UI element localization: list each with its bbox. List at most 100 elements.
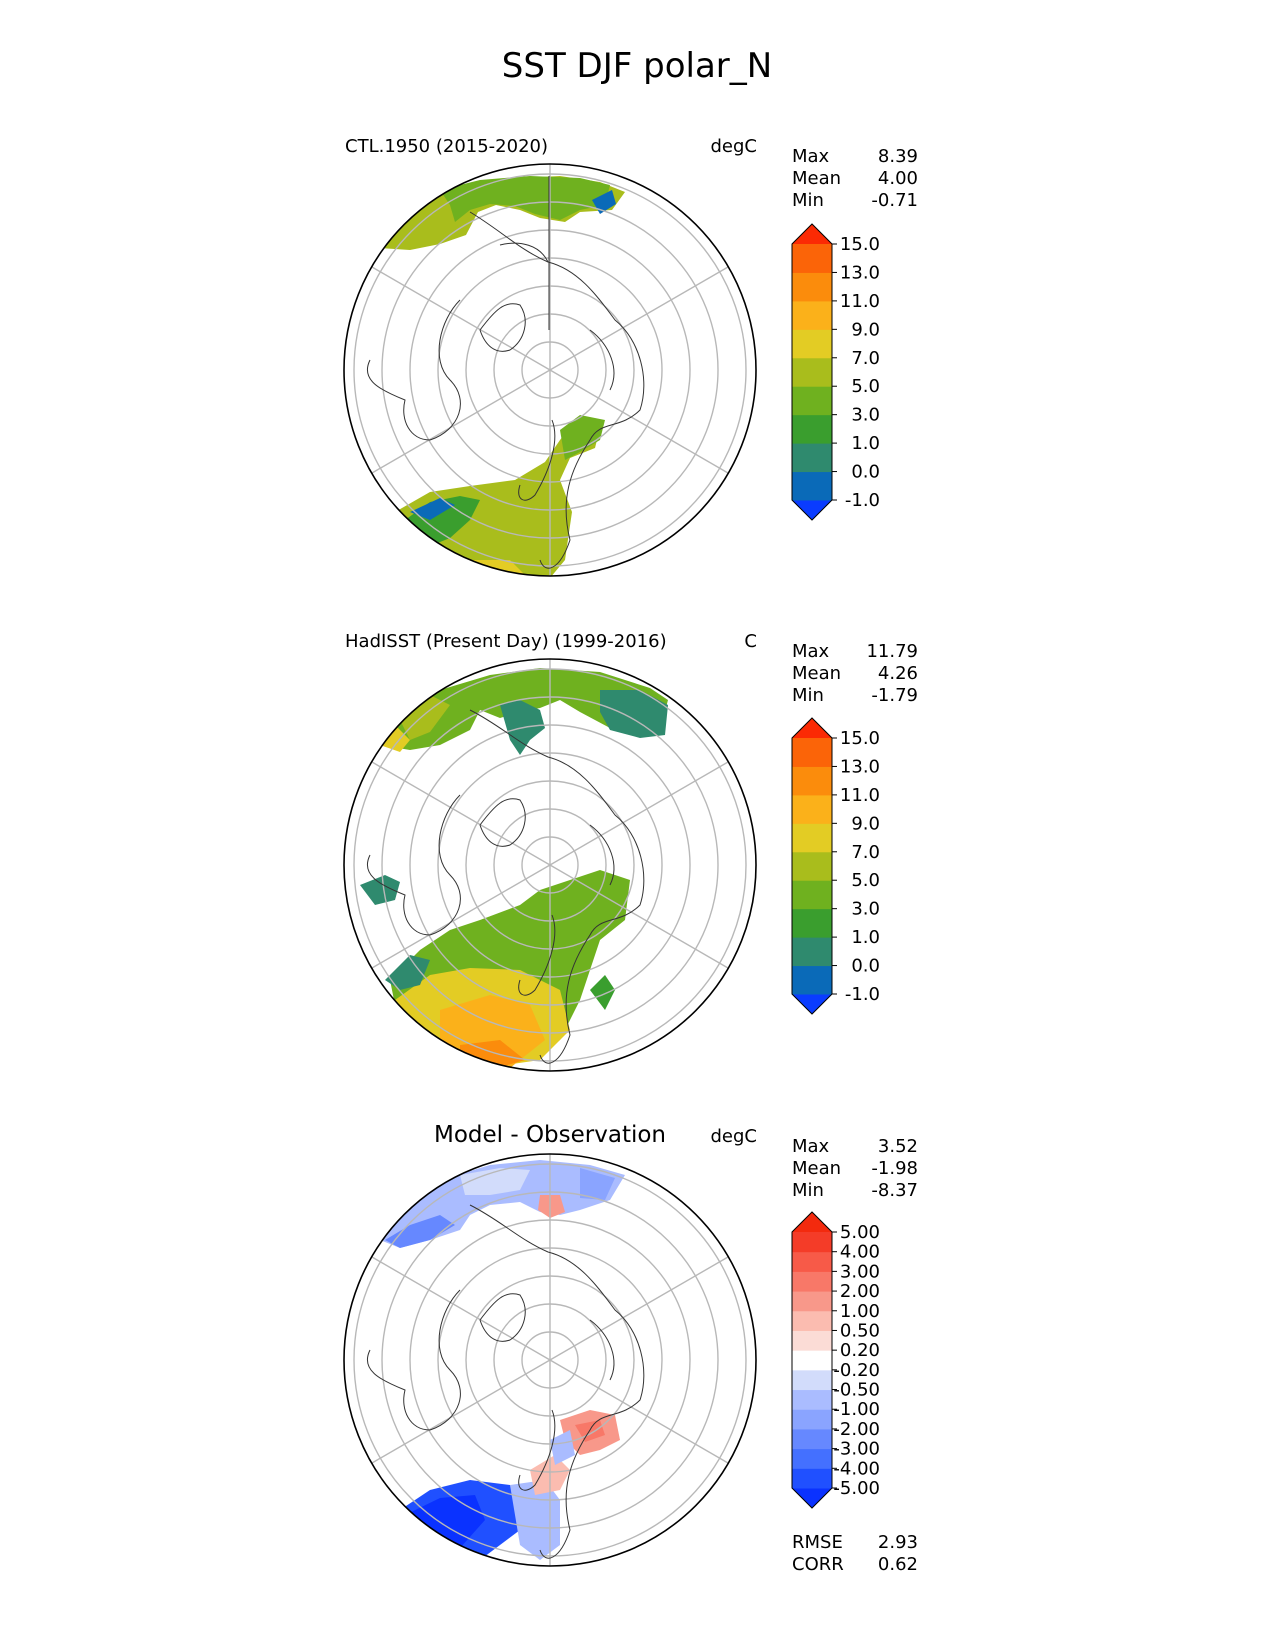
colorbar-tick-label: -0.20 xyxy=(833,1360,880,1381)
panel-diff-boundary xyxy=(343,1153,757,1567)
labrador-teal xyxy=(385,955,430,990)
north-pacific-olive xyxy=(400,695,450,740)
stat-value: -8.37 xyxy=(871,1180,918,1201)
panel-diff-stats: Max 3.52 Mean -1.98 Min -8.37 xyxy=(792,1136,918,1201)
colorbar-tick-label: -0.50 xyxy=(833,1380,880,1401)
metric-value: 0.62 xyxy=(878,1554,918,1575)
colorbar-segment xyxy=(792,414,832,444)
nordic-seas-green xyxy=(560,415,605,460)
stat-label: Min xyxy=(792,685,824,706)
colorbar-tick-label: 0.20 xyxy=(840,1340,880,1361)
colorbar-tick-label: -3.00 xyxy=(833,1439,880,1460)
panel-obs-colorbar: -1.0 0.0 1.0 3.0 5.0 7.0 9.0 11.0 13.0 15.0 xyxy=(791,717,880,1015)
north-atlantic-blue xyxy=(410,498,455,520)
colorbar-tick-label: 13.0 xyxy=(840,262,880,283)
colorbar-segment xyxy=(792,1330,832,1351)
panel-obs-stats: Max 11.79 Mean 4.26 Min -1.79 xyxy=(792,641,918,706)
stat-value: 8.39 xyxy=(878,146,918,167)
colorbar-tick-label: 3.0 xyxy=(851,899,880,920)
colorbar-extend-min xyxy=(792,1488,832,1508)
panel-ctl-boundary xyxy=(343,163,757,577)
colorbar-segment xyxy=(792,738,832,767)
stat-value: -0.71 xyxy=(871,190,918,211)
hudson-teal xyxy=(360,875,400,905)
panel-diff-colorbar: -5.00-4.00-3.00-2.00-1.00-0.50-0.200.200… xyxy=(791,1211,880,1509)
colorbar-extend-max xyxy=(792,718,832,738)
panel-obs-sst-field xyxy=(360,668,668,1070)
panel-diff-grid xyxy=(353,1154,747,1566)
colorbar-segment xyxy=(792,329,832,359)
metric-label: CORR xyxy=(792,1554,844,1575)
panel-obs-coastlines xyxy=(367,709,645,1064)
stat-value: -1.79 xyxy=(871,685,918,706)
colorbar-tick-label: 0.0 xyxy=(851,956,880,977)
north-pacific-blue xyxy=(385,1215,455,1248)
colorbar-tick-label: 9.0 xyxy=(851,319,880,340)
stat-label: Max xyxy=(792,641,830,662)
colorbar-segment xyxy=(792,823,832,853)
colorbar-segment xyxy=(792,1232,832,1253)
colorbar-extend-max xyxy=(792,1212,832,1232)
colorbar-tick-label: 3.00 xyxy=(840,1261,880,1282)
colorbar-segment xyxy=(792,880,832,910)
stat-value: 4.26 xyxy=(878,663,918,684)
colorbar-segment xyxy=(792,471,832,501)
panel-ctl-title: CTL.1950 (2015-2020) xyxy=(345,136,548,157)
panel-ctl-coastlines xyxy=(367,211,645,569)
colorbar-segment xyxy=(792,1350,832,1371)
panel-ctl-units: degC xyxy=(711,136,758,157)
colorbar-segment xyxy=(792,908,832,938)
nordic-seas-red-2 xyxy=(575,1420,605,1442)
stat-value: -1.98 xyxy=(871,1158,918,1179)
panel-diff-coastlines xyxy=(367,1204,645,1559)
bering-red xyxy=(538,1195,565,1218)
colorbar-segment xyxy=(792,1310,832,1331)
stat-value: 11.79 xyxy=(866,641,918,662)
colorbar-segment xyxy=(792,443,832,473)
colorbar-segment xyxy=(792,1468,832,1489)
colorbar-tick-label: -1.0 xyxy=(845,490,880,511)
colorbar-tick-label: -5.00 xyxy=(833,1478,880,1499)
colorbar-tick-label: 0.0 xyxy=(851,462,880,483)
panel-ctl-map xyxy=(353,164,747,576)
panel-ctl-stats: Max 8.39 Mean 4.00 Min -0.71 xyxy=(792,146,918,211)
colorbar-tick-label: -1.0 xyxy=(845,984,880,1005)
colorbar-tick-label: 15.0 xyxy=(840,728,880,749)
panel-obs-units: C xyxy=(744,631,757,652)
colorbar-tick-label: -2.00 xyxy=(833,1419,880,1440)
colorbar-tick-label: 1.00 xyxy=(840,1301,880,1322)
panel-diff-units: degC xyxy=(711,1126,758,1147)
panel-ctl-grid xyxy=(353,164,747,576)
panel-diff-field xyxy=(380,1160,625,1560)
colorbar-tick-label: 2.00 xyxy=(840,1281,880,1302)
north-pacific-pale xyxy=(460,1168,530,1195)
colorbar-segment xyxy=(792,965,832,995)
greenland-sea-pale xyxy=(550,1430,575,1465)
colorbar-tick-label: 11.0 xyxy=(840,785,880,806)
panel-ctl: CTL.1950 (2015-2020) degC xyxy=(343,136,918,577)
colorbar-extend-min xyxy=(792,994,832,1014)
colorbar-tick-label: 1.0 xyxy=(851,927,880,948)
colorbar-segment xyxy=(792,1428,832,1450)
colorbar-extend-min xyxy=(792,500,832,520)
colorbar-segment xyxy=(792,1291,832,1312)
north-pacific-blue-2 xyxy=(580,1168,615,1200)
colorbar-segment xyxy=(792,1448,832,1469)
colorbar-segment xyxy=(792,272,832,302)
colorbar-segment xyxy=(792,1389,832,1410)
colorbar-tick-label: 7.0 xyxy=(851,842,880,863)
panel-diff-map xyxy=(353,1154,747,1566)
colorbar-tick-label: 7.0 xyxy=(851,348,880,369)
colorbar-segment xyxy=(792,1409,832,1430)
baltic-green xyxy=(590,975,615,1010)
colorbar-segment xyxy=(792,851,832,881)
stat-label: Mean xyxy=(792,663,841,684)
panel-obs-boundary xyxy=(343,658,757,1072)
colorbar-tick-label: 9.0 xyxy=(851,813,880,834)
colorbar-tick-label: 5.00 xyxy=(840,1222,880,1243)
north-pacific-field-green xyxy=(440,176,610,222)
stat-value: 3.52 xyxy=(878,1136,918,1157)
colorbar-tick-label: -4.00 xyxy=(833,1458,880,1479)
stat-label: Mean xyxy=(792,1158,841,1179)
